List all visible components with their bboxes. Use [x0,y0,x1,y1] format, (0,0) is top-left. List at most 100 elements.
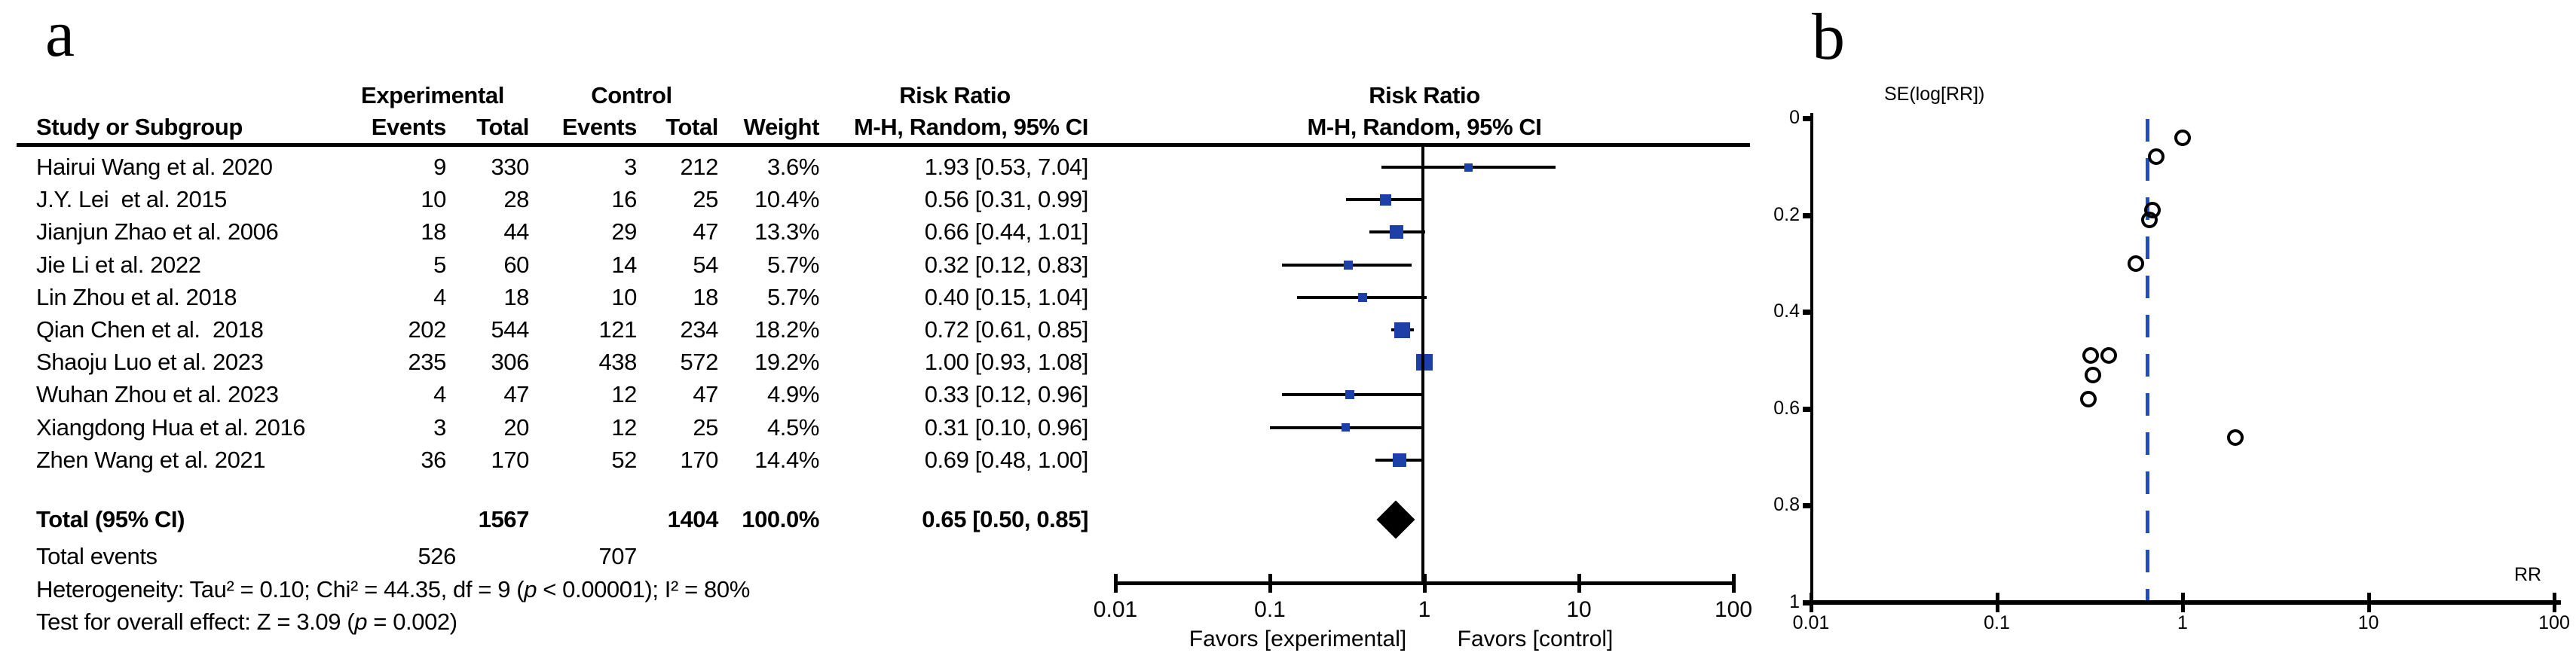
funnel-study-point [2227,429,2244,447]
funnel-y-tick-label: 0.2 [1773,203,1800,225]
funnel-study-point [2079,390,2097,407]
funnel-y-tick [1803,406,1813,412]
funnel-y-tick [1803,212,1813,218]
ctl-events-value: 121 [598,316,637,343]
overall-effect-line: Test for overall effect: Z = 3.09 (p = 0… [36,608,457,636]
funnel-x-tick [1995,593,1999,612]
ctl-total-value: 234 [680,316,718,343]
total-events-ctl: 707 [598,543,637,569]
header-exp-total: Total [476,114,529,140]
rr-ci-value: 0.69 [0.48, 1.00] [924,446,1089,473]
effect-size-marker [1343,260,1353,270]
ctl-events-value: 14 [611,251,637,278]
exp-total-value: 170 [491,446,529,473]
ctl-events-value: 52 [611,446,637,473]
total-row-label: Total (95% CI) [36,506,185,532]
ctl-total-value: 54 [693,251,718,278]
forest-axis-tick [1268,574,1272,593]
exp-events-value: 235 [408,349,446,376]
effect-size-marker [1342,423,1351,432]
forest-axis-tick-label: 0.1 [1254,597,1286,622]
forest-axis-tick [1732,574,1736,593]
funnel-x-tick [2553,593,2556,612]
effect-size-marker [1394,322,1411,338]
forest-axis-tick [1577,574,1581,593]
exp-events-value: 202 [408,316,446,343]
ctl-total-value: 170 [680,446,718,473]
exp-events-value: 4 [433,381,446,408]
funnel-x-axis-line [1809,600,2561,605]
rr-ci-value: 1.00 [0.93, 1.08] [924,349,1089,376]
funnel-y-tick [1803,600,1813,605]
effect-size-marker [1392,453,1406,467]
ctl-events-value: 10 [611,283,637,310]
favors-experimental-label: Favors [experimental] [1189,627,1407,651]
header-risk-ratio-column: Risk Ratio [899,82,1011,108]
forest-axis-tick [1423,574,1427,593]
header-ctl-events: Events [561,114,638,140]
ctl-total-value: 212 [680,154,718,180]
exp-total-value: 47 [503,381,529,408]
heterogeneity-text: Heterogeneity: Tau² = 0.10; Chi² = 44.35… [36,576,525,602]
study-name: Wuhan Zhou et al. 2023 [36,381,279,408]
exp-total-value: 544 [491,316,529,343]
total-rr-ci: 0.65 [0.50, 0.85] [922,506,1088,532]
weight-value: 13.3% [754,218,819,246]
funnel-x-tick [2181,593,2185,612]
funnel-x-tick-label: 100 [2538,612,2570,633]
forest-axis-tick-label: 10 [1566,597,1592,622]
study-name: Lin Zhou et al. 2018 [36,283,237,310]
study-name: Zhen Wang et al. 2021 [36,446,266,473]
rr-ci-value: 0.33 [0.12, 0.96] [924,381,1089,408]
header-risk-ratio-plot: Risk Ratio [1369,82,1480,108]
funnel-y-tick-label: 1 [1789,591,1800,612]
rr-ci-value: 0.40 [0.15, 1.04] [924,283,1089,310]
forest-axis-tick-label: 1 [1418,597,1431,622]
exp-total-value: 330 [491,154,529,180]
funnel-x-tick [2366,593,2371,612]
overall-effect-text: Test for overall effect: Z = 3.09 ( [36,609,355,635]
heterogeneity-p: p [524,576,537,602]
exp-events-value: 4 [433,283,446,310]
study-name: Hairui Wang et al. 2020 [36,154,273,180]
total-events-label: Total events [36,543,158,569]
ctl-total-value: 572 [680,349,718,376]
exp-events-value: 36 [421,446,446,473]
ctl-events-value: 438 [598,349,637,376]
funnel-x-tick-label: 0.01 [1792,612,1830,633]
funnel-y-tick [1803,310,1813,316]
header-exp-events: Events [371,114,447,140]
overall-effect-p: p [354,609,368,635]
ctl-total-value: 18 [693,283,718,310]
overall-effect-text-end: = 0.002) [367,609,457,635]
forest-axis-tick [1114,574,1118,593]
effect-size-marker [1416,354,1433,371]
funnel-y-tick [1803,116,1813,121]
heterogeneity-line: Heterogeneity: Tau² = 0.10; Chi² = 44.35… [36,575,750,604]
header-weight: Weight [743,114,820,140]
ctl-events-value: 12 [611,381,637,408]
exp-total-value: 44 [503,218,529,246]
ctl-total-value: 47 [693,381,718,408]
rr-ci-value: 0.31 [0.10, 0.96] [924,413,1089,441]
exp-total-value: 60 [503,251,529,278]
header-experimental-group: Experimental [361,82,504,108]
funnel-x-axis-title: RR [2514,564,2542,585]
header-ctl-total: Total [665,114,718,140]
funnel-study-point [2127,255,2144,272]
heterogeneity-text-end: < 0.00001); I² = 80% [537,576,750,602]
ctl-events-value: 3 [624,154,637,180]
ctl-total-value: 25 [693,413,718,441]
funnel-study-point [2085,366,2102,383]
study-name: Shaoju Luo et al. 2023 [36,349,264,376]
weight-value: 18.2% [754,316,819,343]
funnel-y-axis-line [1810,113,1813,605]
effect-size-marker [1379,194,1391,206]
total-ctl-total: 1404 [667,506,719,532]
exp-total-value: 28 [503,186,529,213]
exp-events-value: 9 [433,154,446,180]
weight-value: 4.5% [766,413,819,441]
header-study: Study or Subgroup [36,114,243,140]
pooled-effect-diamond [1376,500,1415,539]
